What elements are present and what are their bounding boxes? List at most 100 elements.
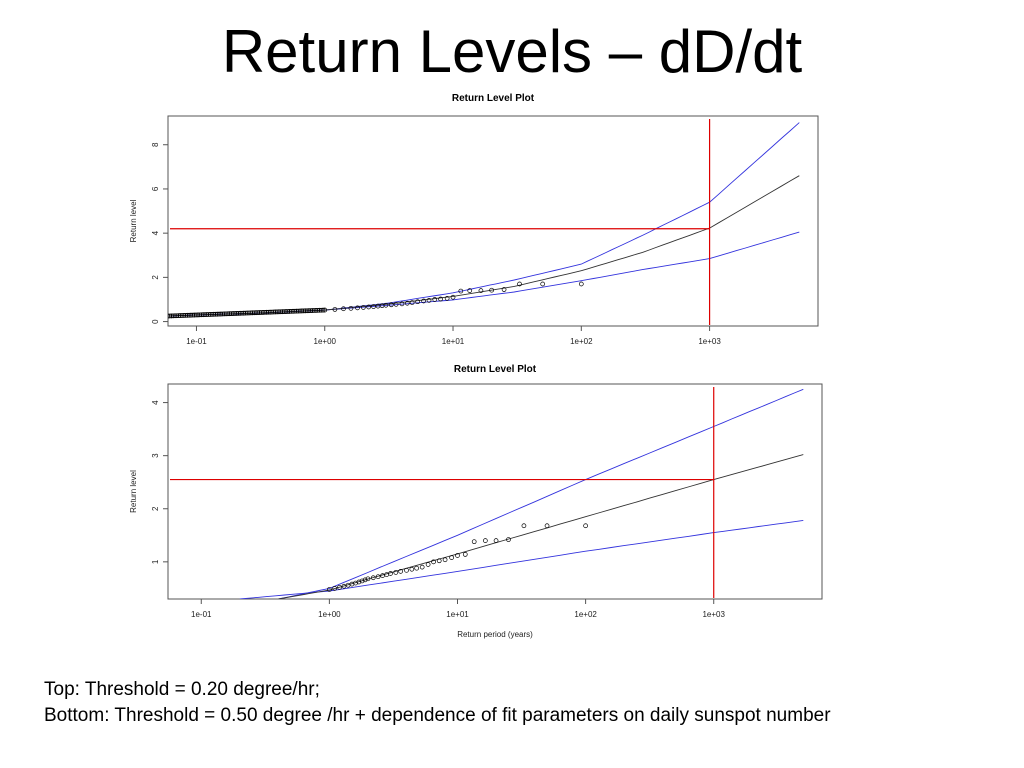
data-point <box>521 523 527 529</box>
y-tick-label: 4 <box>151 230 160 235</box>
data-point <box>455 553 460 558</box>
data-point <box>471 539 477 545</box>
data-point <box>264 309 270 315</box>
data-point <box>436 558 442 564</box>
data-point <box>269 309 275 315</box>
data-point <box>383 302 389 308</box>
plot-frame <box>167 115 819 327</box>
data-point <box>271 309 277 315</box>
data-point <box>223 311 229 317</box>
data-point <box>218 311 224 317</box>
data-point <box>285 309 291 314</box>
data-point <box>356 579 362 585</box>
data-point <box>501 287 507 292</box>
x-tick-label: 1e+02 <box>574 610 597 619</box>
data-point <box>211 311 217 317</box>
data-point <box>583 523 588 529</box>
data-point <box>426 298 432 303</box>
data-point <box>399 301 405 307</box>
data-point <box>280 309 285 315</box>
plot-frame <box>167 383 823 600</box>
data-point <box>192 312 197 318</box>
data-point <box>214 311 220 317</box>
ci-upper-line <box>278 388 804 599</box>
data-point <box>168 313 173 319</box>
data-point <box>225 311 231 317</box>
data-point <box>199 312 204 318</box>
data-point <box>421 298 426 304</box>
data-point <box>220 311 225 317</box>
caption-top-threshold: Top: Threshold = 0.20 degree/hr; <box>44 679 320 700</box>
data-point <box>278 309 284 315</box>
data-point <box>348 305 354 311</box>
x-tick-label: 1e-01 <box>191 610 212 619</box>
data-point <box>419 564 425 570</box>
data-point <box>318 307 324 313</box>
data-point <box>200 312 206 318</box>
data-point <box>425 562 431 567</box>
data-point <box>274 309 280 315</box>
data-point <box>341 306 346 312</box>
data-point <box>206 312 211 317</box>
data-point <box>276 309 282 315</box>
data-point <box>267 309 273 315</box>
plot-area <box>239 388 804 599</box>
data-point <box>380 573 385 578</box>
data-point <box>375 574 381 580</box>
data-point <box>544 523 550 529</box>
data-point <box>290 308 296 314</box>
x-tick-label: 1e-01 <box>186 337 207 346</box>
data-point <box>234 311 240 316</box>
data-point <box>169 313 174 319</box>
data-point <box>246 310 252 316</box>
data-point <box>308 308 314 314</box>
data-point <box>281 309 287 315</box>
data-point <box>409 300 415 305</box>
data-point <box>478 288 484 293</box>
data-point <box>216 311 222 317</box>
y-tick-label: 3 <box>151 453 160 458</box>
data-point <box>188 312 194 318</box>
data-point <box>239 310 245 316</box>
data-point <box>227 311 233 317</box>
data-point <box>237 310 243 316</box>
data-point <box>172 313 178 319</box>
data-point <box>404 567 409 573</box>
data-point <box>458 288 464 294</box>
data-point <box>262 309 268 315</box>
y-tick-label: 2 <box>151 275 160 280</box>
y-axis-label: Return level <box>129 470 138 513</box>
data-point <box>540 281 546 287</box>
data-point <box>311 308 317 313</box>
data-point <box>236 310 241 316</box>
data-point <box>315 307 321 313</box>
x-axis-label: Return period (years) <box>457 630 533 639</box>
return-level-plot-bottom: Return Level Plot 1e-01 1e+00 1e+01 1e+02 1e+… <box>129 364 823 639</box>
data-point <box>449 555 454 560</box>
data-point <box>179 313 185 318</box>
x-tick-label: 1e+00 <box>318 610 341 619</box>
x-tick-label: 1e+03 <box>702 610 725 619</box>
data-point <box>317 307 322 313</box>
data-point <box>320 307 326 313</box>
data-point <box>467 288 473 293</box>
data-point <box>177 313 183 318</box>
y-tick-label: 1 <box>151 559 160 564</box>
data-point <box>207 312 213 317</box>
data-point <box>370 575 376 581</box>
data-point <box>415 299 421 305</box>
data-point <box>371 304 376 309</box>
data-point <box>301 308 307 314</box>
data-point <box>229 311 234 317</box>
data-point <box>332 586 338 591</box>
y-tick-label: 2 <box>151 506 160 511</box>
data-point <box>221 311 227 317</box>
data-point <box>251 310 257 316</box>
data-point <box>244 310 250 316</box>
y-tick-label: 8 <box>151 142 160 147</box>
ci-lower-line <box>239 519 804 599</box>
data-point <box>404 300 410 306</box>
data-point <box>322 307 328 313</box>
data-point <box>176 313 181 319</box>
caption-bottom-threshold: Bottom: Threshold = 0.50 degree /hr + de… <box>44 705 831 726</box>
